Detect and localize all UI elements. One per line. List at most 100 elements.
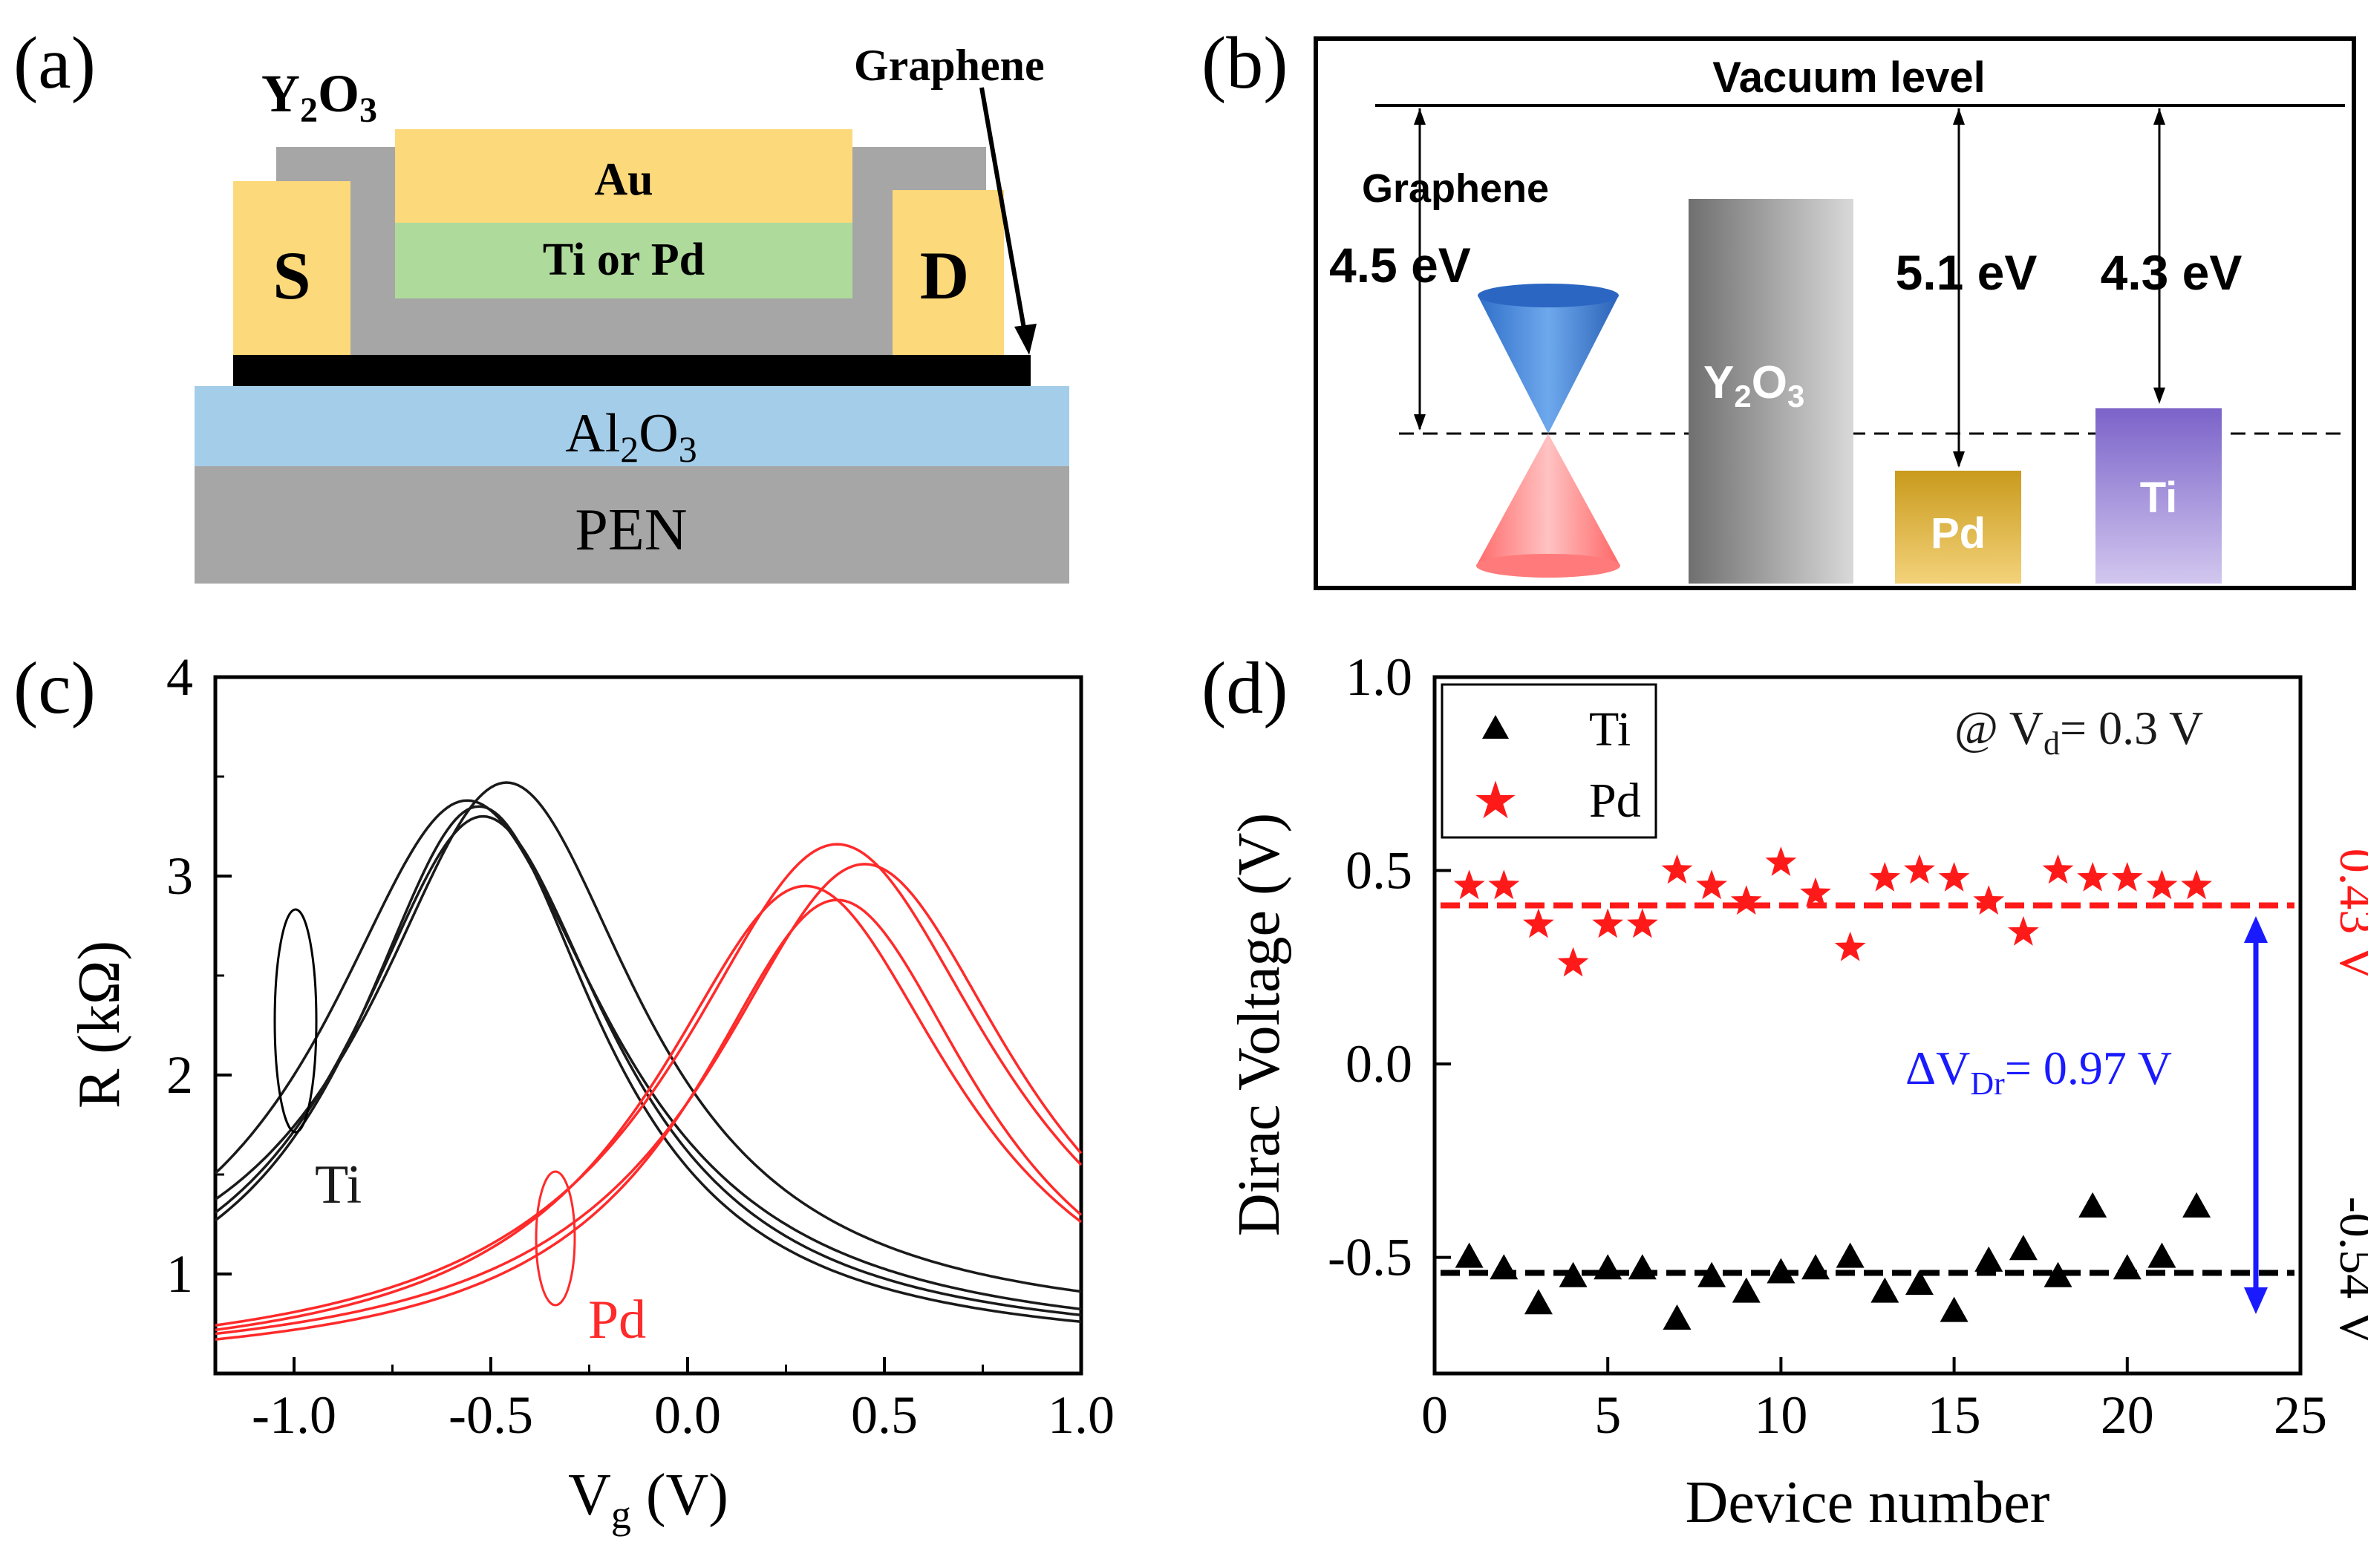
panel-d-ylabel: Dirac Voltage (V) — [1227, 813, 1292, 1236]
pd-point — [1696, 869, 1727, 900]
pd-point — [1800, 877, 1831, 907]
ti-wf-arrow-bottom — [2153, 388, 2165, 404]
c-ytick-label: 1 — [166, 1244, 193, 1304]
d-ytick-label: 0.5 — [1346, 841, 1412, 901]
y2o3-label: Y2O3 — [261, 64, 377, 130]
c-xtick-label: 0.5 — [851, 1385, 918, 1445]
ti-curves-label: Ti — [315, 1154, 362, 1215]
pd-curves-ellipse — [535, 1170, 576, 1307]
pd-wf-arrow-top — [1953, 108, 1965, 125]
ti-curve — [214, 781, 1082, 1293]
panel-b-frame — [1314, 36, 2356, 590]
pd-point — [1592, 908, 1624, 938]
c-ytick-label: 4 — [166, 647, 193, 707]
panel-c-ticks: -1.0 -0.5 0.0 0.5 1.0 1 2 3 4 — [166, 647, 1115, 1445]
pd-wf-arrow-bottom — [1953, 451, 1965, 468]
legend-pd-label: Pd — [1589, 774, 1641, 828]
c-xtick-label: 1.0 — [1048, 1385, 1115, 1445]
ti-point — [1455, 1242, 1484, 1268]
ti-workfunction: 4.3 eV — [2101, 245, 2243, 300]
panel-c-curves — [214, 781, 1083, 1341]
pen-label: PEN — [575, 497, 687, 563]
c-ytick-label: 3 — [166, 846, 193, 906]
ti-point — [1559, 1261, 1588, 1287]
delta-arrow-top — [2244, 916, 2268, 943]
panel-c-axes — [213, 675, 1083, 1376]
y2o3-bar — [1689, 199, 1853, 584]
vacuum-level-label: Vacuum level — [1712, 53, 1986, 102]
d-xtick-label: 15 — [1928, 1385, 1981, 1445]
pd-point — [1488, 869, 1520, 900]
ti-point — [1905, 1270, 1934, 1296]
pen-substrate — [195, 466, 1069, 584]
d-ytick-label: 1.0 — [1346, 647, 1412, 707]
y2o3-bar-label: Y2O3 — [1703, 357, 1804, 414]
dirac-cone-lower-rim — [1476, 554, 1620, 578]
pd-point — [1523, 908, 1554, 938]
panel-d-label: (d) — [1201, 647, 1288, 729]
ti-point — [1767, 1258, 1795, 1284]
ti-bar-label: Ti — [2140, 474, 2178, 522]
delta-arrow-bottom — [2244, 1287, 2268, 1314]
panel-a: (a) Y2O3 Graphene Au Ti or Pd S D Al2O3 … — [13, 22, 1069, 584]
graphene-label-b: Graphene — [1362, 166, 1549, 211]
ti-point — [1801, 1254, 1830, 1280]
delta-vdr-label: ΔVDr= 0.97 V — [1905, 1042, 2172, 1102]
pd-point — [1834, 931, 1866, 961]
pd-curves-label: Pd — [588, 1290, 646, 1350]
ti-curve — [214, 799, 1082, 1311]
panel-d-ticks: 0 5 10 15 20 25 1.0 0.5 0.0 -0.5 — [1328, 647, 2327, 1445]
d-xtick-label: 0 — [1421, 1385, 1448, 1445]
pd-point — [1869, 862, 1901, 892]
ti-point — [1974, 1246, 2003, 1272]
pd-point — [2181, 869, 2212, 900]
pd-point — [1904, 854, 1935, 884]
ti-point — [2147, 1242, 2176, 1268]
graphene-wf-arrow-bottom — [1414, 414, 1426, 431]
ti-bar — [2095, 408, 2222, 584]
ti-point — [1870, 1277, 1899, 1303]
al2o3-label: Al2O3 — [565, 403, 697, 470]
bias-condition: @ Vd= 0.3 V — [1954, 702, 2203, 762]
ti-point — [1490, 1254, 1519, 1280]
ti-point — [2113, 1254, 2142, 1280]
pd-workfunction: 5.1 eV — [1896, 245, 2038, 300]
ti-point — [1524, 1289, 1553, 1315]
pd-curve — [215, 843, 1083, 1327]
dirac-cone-lower — [1476, 434, 1620, 577]
d-ytick-label: 0.0 — [1346, 1034, 1412, 1094]
pd-point — [1661, 854, 1693, 884]
ti-point — [2044, 1261, 2072, 1287]
pd-curve — [215, 863, 1083, 1336]
drain-label: D — [920, 238, 969, 313]
legend-pd-marker: ★ — [1472, 773, 1519, 830]
c-xtick-label: 0.0 — [654, 1385, 721, 1445]
legend-ti-marker — [1482, 715, 1509, 739]
d-xtick-label: 20 — [2101, 1385, 2154, 1445]
ti-point — [2182, 1192, 2211, 1218]
pd-point — [1730, 885, 1762, 915]
graphene-layer — [233, 355, 1031, 386]
pd-bar — [1895, 471, 2021, 584]
legend-ti-label: Ti — [1589, 702, 1631, 757]
pd-bar-label: Pd — [1931, 509, 1986, 558]
dirac-cone-upper — [1478, 287, 1619, 434]
pd-curve — [215, 884, 1083, 1332]
drain-contact — [893, 190, 1004, 355]
graphene-wf-arrow-top — [1414, 108, 1426, 125]
au-layer — [395, 129, 852, 223]
panel-c-ylabel: R (kΩ) — [67, 941, 132, 1108]
pd-point — [2008, 915, 2039, 946]
panel-d-legend — [1441, 683, 1657, 839]
ti-point — [1836, 1242, 1865, 1268]
panel-d-xlabel: Device number — [1686, 1470, 2050, 1535]
ti-point — [1697, 1261, 1726, 1287]
d-xtick-label: 25 — [2274, 1385, 2327, 1445]
panel-d-reference-lines — [1441, 902, 2294, 1276]
ti-point — [2009, 1235, 2038, 1261]
d-ytick-label: -0.5 — [1328, 1228, 1412, 1287]
panel-b-label: (b) — [1201, 22, 1288, 104]
pd-point — [1626, 908, 1658, 938]
